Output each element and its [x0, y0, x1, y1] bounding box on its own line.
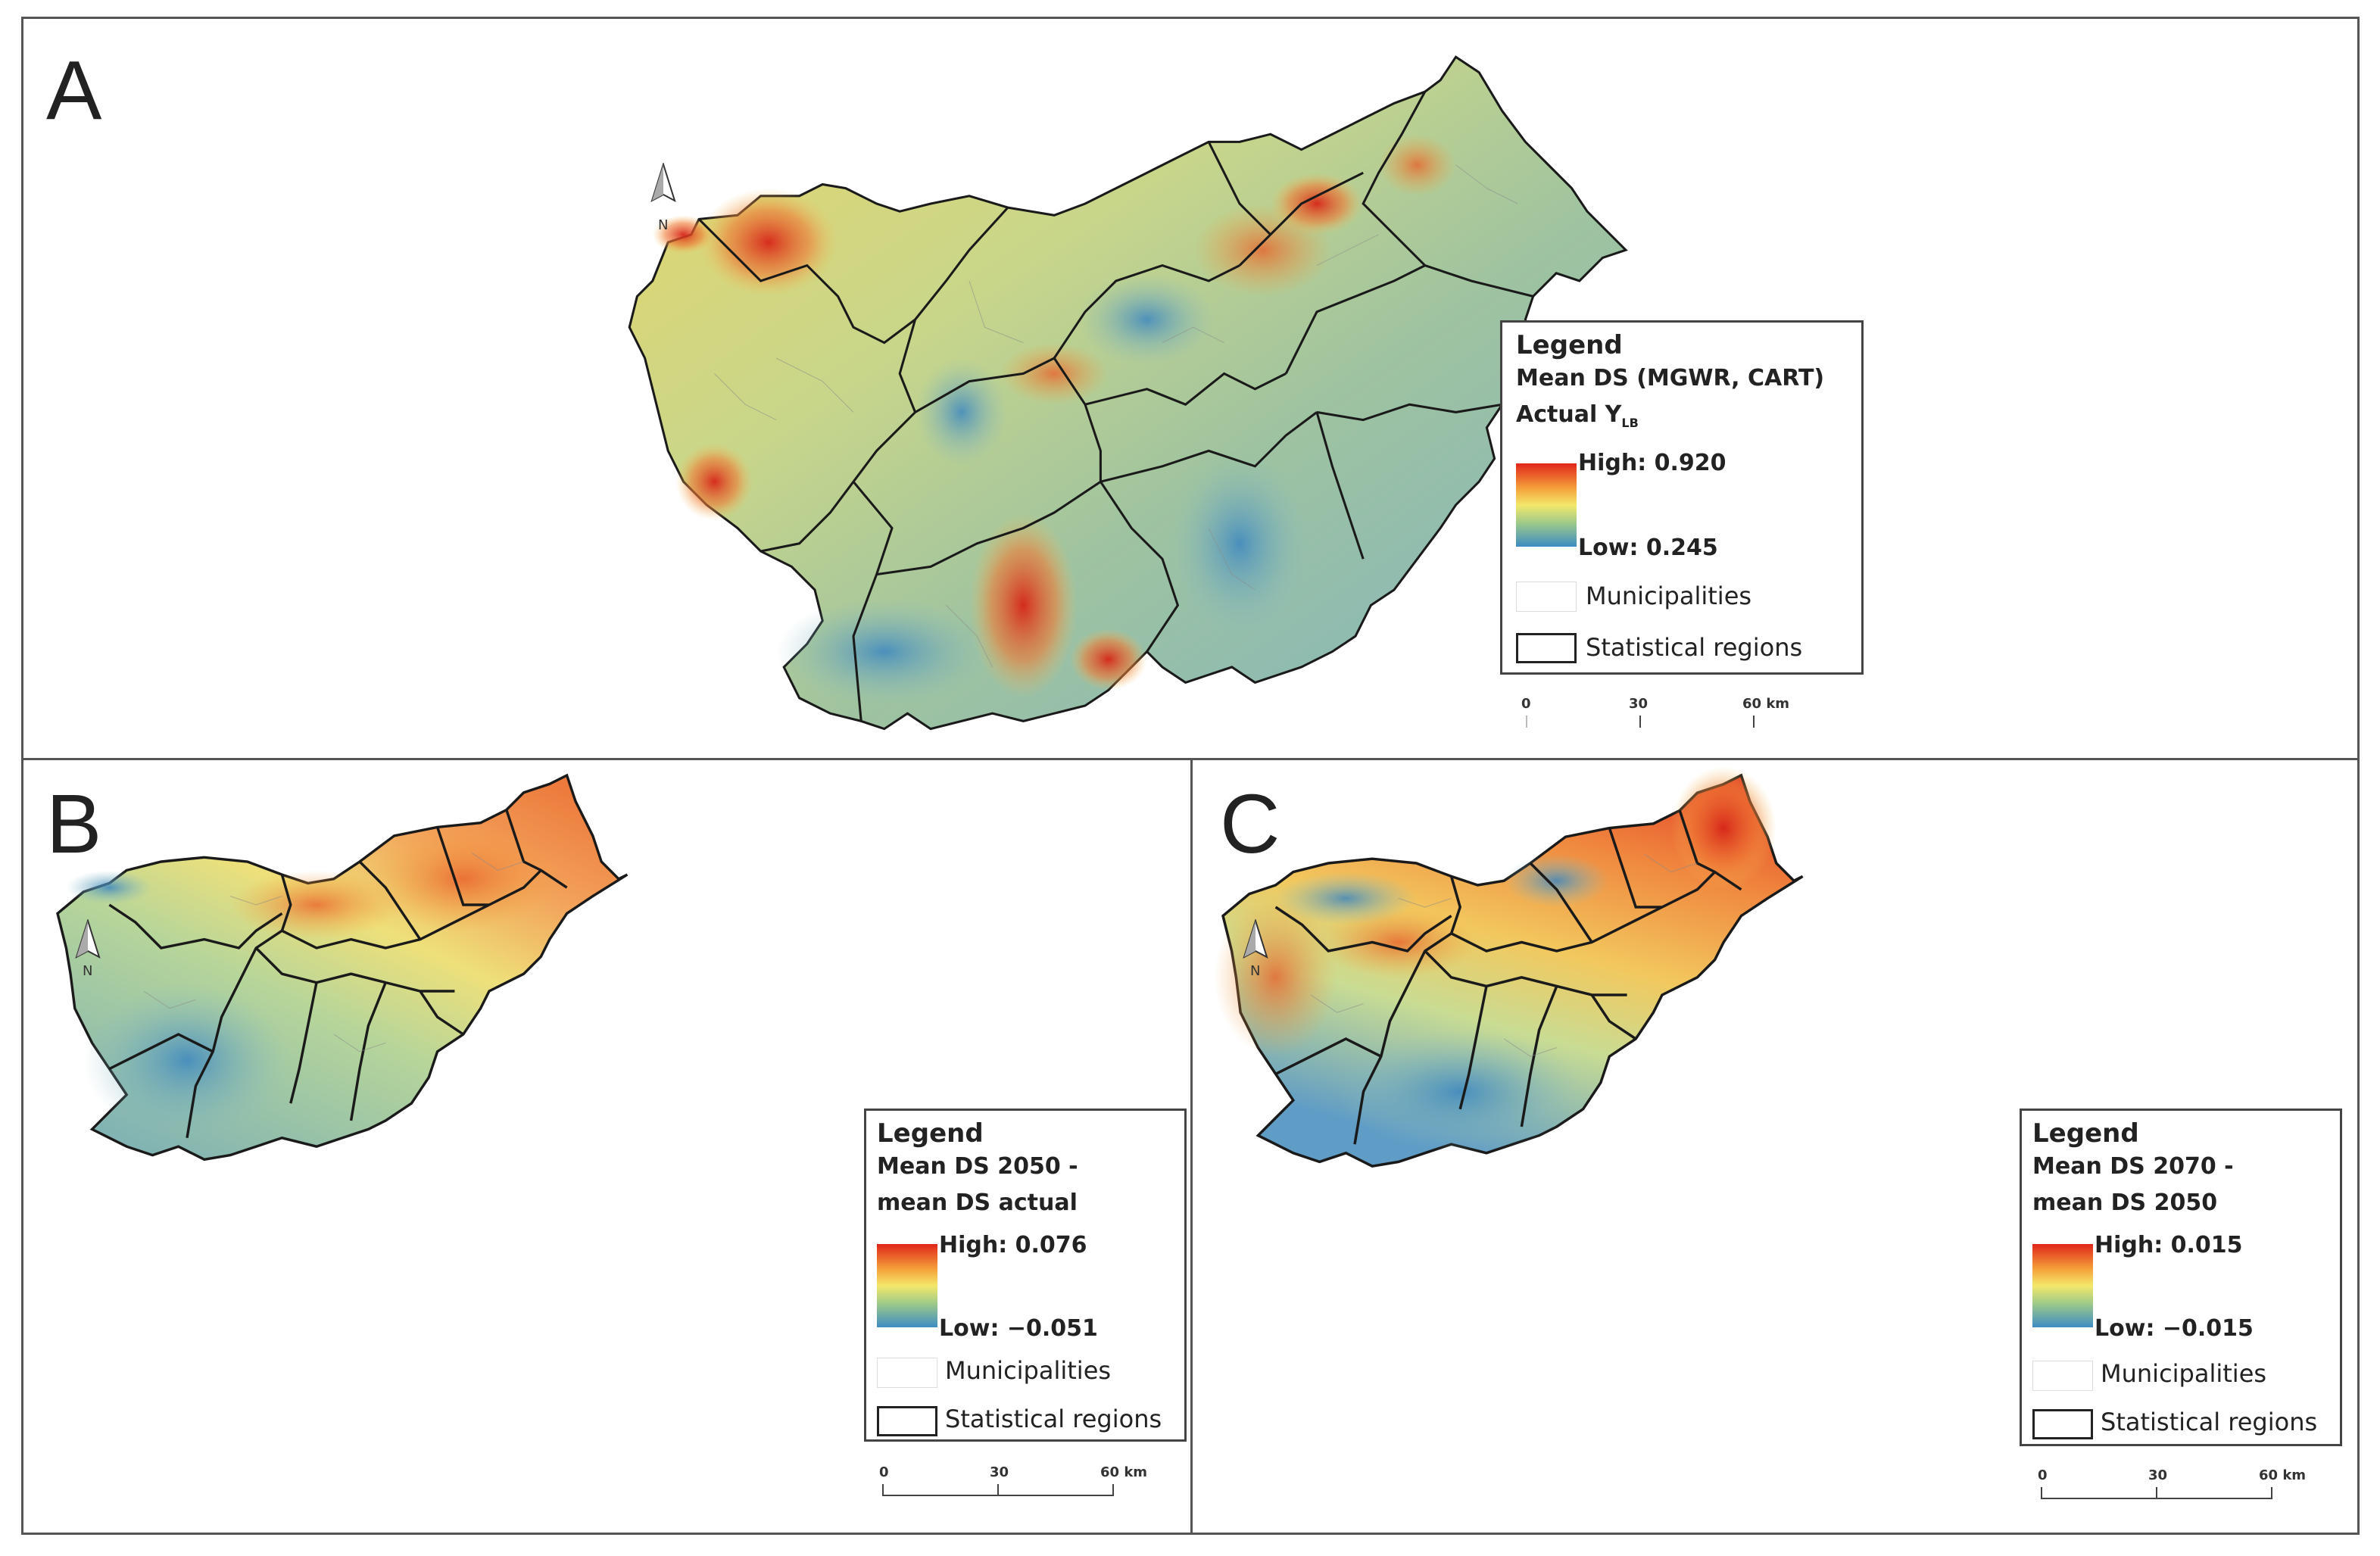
north-arrow-icon: [75, 919, 101, 959]
north-label: N: [1250, 963, 1261, 979]
legend-regions: Statistical regions: [945, 1405, 1162, 1433]
legend-variable-line2: Actual YLB: [1516, 401, 1639, 430]
scale-30: 30: [2148, 1467, 2168, 1483]
map-slovenia-c: [1214, 766, 1804, 1168]
legend-title: Legend: [1516, 330, 1623, 360]
north-arrow-icon: [650, 163, 676, 203]
legend-a: Legend Mean DS (MGWR, CART) Actual YLB H…: [1500, 320, 1864, 675]
north-label: N: [658, 217, 669, 233]
regions-swatch: [1516, 633, 1577, 663]
panel-label-b: B: [46, 778, 102, 871]
scale-0: 0: [1521, 696, 1531, 712]
municipalities-swatch: [2032, 1361, 2093, 1391]
scale-60: 60 km: [1100, 1464, 1148, 1480]
legend-high: High: 0.920: [1578, 450, 1727, 476]
north-label: N: [83, 963, 93, 979]
municipalities-swatch: [1516, 582, 1577, 612]
scale-0: 0: [2038, 1467, 2048, 1483]
legend-title: Legend: [877, 1118, 984, 1149]
color-ramp: [2032, 1244, 2093, 1327]
panel-label-c: C: [1220, 778, 1280, 871]
legend-variable-line2: mean DS 2050: [2032, 1190, 2218, 1216]
scale-bar-c: 0 30 60 km: [2038, 1467, 2329, 1513]
scale-0: 0: [879, 1464, 889, 1480]
legend-municipalities: Municipalities: [1586, 582, 1752, 610]
legend-variable: Mean DS 2070 -: [2032, 1153, 2234, 1180]
legend-low: Low: 0.245: [1578, 535, 1718, 561]
legend-municipalities: Municipalities: [2101, 1359, 2267, 1388]
map-slovenia-b: [56, 773, 629, 1162]
scale-60: 60 km: [1742, 696, 1790, 712]
color-ramp: [1516, 463, 1577, 547]
scale-30: 30: [990, 1464, 1009, 1480]
legend-high: High: 0.015: [2095, 1232, 2243, 1258]
legend-b: Legend Mean DS 2050 - mean DS actual Hig…: [864, 1109, 1187, 1442]
legend-c: Legend Mean DS 2070 - mean DS 2050 High:…: [2020, 1109, 2342, 1446]
legend-low: Low: −0.015: [2095, 1315, 2254, 1342]
panel-c: C: [1190, 758, 2360, 1535]
legend-municipalities: Municipalities: [945, 1356, 1112, 1385]
municipalities-swatch: [877, 1358, 937, 1388]
regions-swatch: [2032, 1409, 2093, 1439]
panel-b: B: [21, 758, 1193, 1535]
scale-60: 60 km: [2259, 1467, 2307, 1483]
legend-regions: Statistical regions: [1586, 633, 1803, 662]
color-ramp: [877, 1244, 937, 1327]
legend-title: Legend: [2032, 1118, 2139, 1149]
legend-variable-line2: mean DS actual: [877, 1190, 1078, 1216]
panel-label-a: A: [46, 44, 102, 137]
legend-variable: Mean DS 2050 -: [877, 1153, 1078, 1180]
scale-30: 30: [1629, 696, 1649, 712]
legend-high: High: 0.076: [939, 1232, 1087, 1258]
legend-variable: Mean DS (MGWR, CART): [1516, 365, 1825, 391]
legend-low: Low: −0.051: [939, 1315, 1098, 1342]
scale-bar-a: 0 30 60 km: [1521, 696, 1826, 734]
panel-a: A: [21, 17, 2360, 760]
regions-swatch: [877, 1406, 937, 1436]
legend-regions: Statistical regions: [2101, 1408, 2318, 1436]
north-arrow-icon: [1243, 919, 1268, 959]
map-slovenia-a: [628, 55, 1628, 731]
scale-bar-b: 0 30 60 km: [879, 1464, 1170, 1510]
